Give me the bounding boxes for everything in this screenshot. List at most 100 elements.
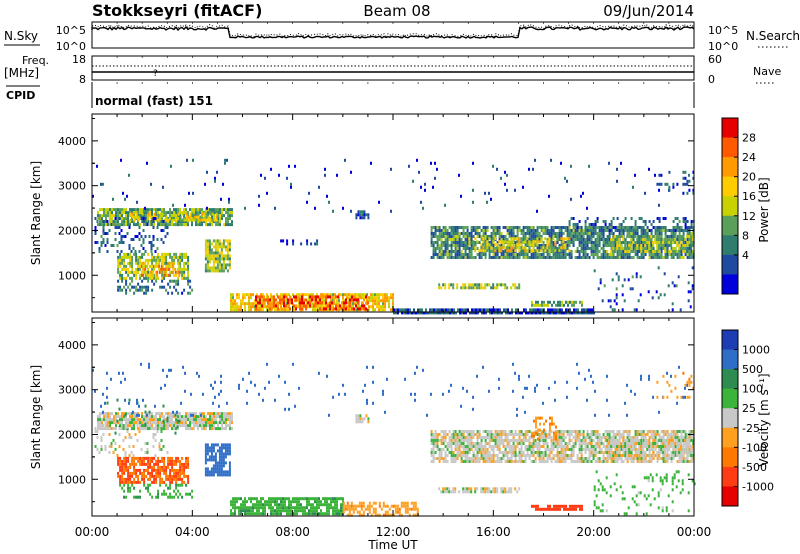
velocity-cell bbox=[109, 424, 111, 428]
power-cell bbox=[488, 241, 491, 244]
power-cell bbox=[634, 232, 637, 235]
velocity-cell bbox=[161, 468, 164, 472]
power-cell bbox=[319, 295, 321, 299]
power-cell bbox=[129, 261, 132, 265]
power-cell bbox=[684, 220, 687, 223]
power-cell bbox=[353, 298, 355, 302]
power-cell bbox=[117, 288, 120, 292]
power-cell bbox=[546, 243, 549, 247]
velocity-cell bbox=[123, 456, 126, 460]
power-cell bbox=[610, 256, 613, 259]
velocity-cell bbox=[99, 418, 101, 422]
power-cell bbox=[149, 270, 152, 274]
velocity-cell bbox=[175, 492, 178, 496]
power-cell bbox=[684, 223, 687, 226]
velocity-cell bbox=[169, 459, 172, 463]
power-cell bbox=[570, 229, 573, 232]
power-cell bbox=[361, 216, 364, 220]
power-cell bbox=[133, 285, 136, 289]
velocity-cell bbox=[298, 503, 300, 507]
velocity-cell bbox=[330, 497, 332, 501]
power-cell bbox=[686, 191, 689, 195]
velocity-cell bbox=[310, 509, 312, 513]
power-cell bbox=[288, 305, 290, 309]
velocity-cell bbox=[360, 504, 363, 508]
power-cell bbox=[105, 223, 107, 227]
velocity-cell bbox=[181, 477, 184, 481]
power-cell bbox=[470, 238, 473, 241]
power-cell bbox=[656, 229, 659, 232]
power-cell bbox=[590, 250, 593, 253]
velocity-cell bbox=[167, 456, 170, 460]
velocity-cell bbox=[169, 421, 171, 425]
power-cell bbox=[658, 220, 661, 223]
power-cell bbox=[150, 244, 153, 247]
power-cell bbox=[512, 240, 515, 244]
power-cell bbox=[502, 283, 505, 287]
velocity-cell bbox=[374, 510, 377, 514]
power-cell bbox=[586, 256, 589, 259]
power-cell bbox=[361, 213, 364, 217]
power-cell bbox=[215, 208, 217, 212]
power-cell bbox=[596, 244, 599, 247]
velocity-cell bbox=[124, 454, 127, 457]
velocity-cell bbox=[166, 416, 169, 420]
velocity-cell bbox=[380, 507, 383, 511]
power-cell bbox=[508, 249, 511, 253]
power-cell bbox=[668, 250, 671, 253]
velocity-cell bbox=[304, 512, 306, 516]
power-cell bbox=[634, 244, 637, 247]
velocity-cell bbox=[94, 445, 97, 448]
power-cell bbox=[494, 237, 497, 241]
power-cell bbox=[224, 158, 226, 162]
velocity-cell bbox=[131, 418, 133, 422]
velocity-cell bbox=[262, 497, 264, 501]
velocity-cell bbox=[147, 421, 149, 425]
velocity-cell bbox=[215, 427, 217, 431]
power-cell bbox=[570, 235, 573, 238]
power-cell bbox=[324, 167, 326, 171]
velocity-cell bbox=[348, 507, 351, 511]
power-cell bbox=[491, 311, 493, 315]
power-cell bbox=[610, 253, 613, 256]
velocity-cell bbox=[181, 468, 184, 472]
power-cell bbox=[119, 264, 122, 268]
velocity-cell bbox=[163, 456, 166, 460]
power-cell bbox=[466, 226, 469, 229]
power-cell bbox=[149, 264, 152, 268]
velocity-cell bbox=[169, 477, 172, 481]
power-cell bbox=[510, 249, 513, 253]
power-cell bbox=[152, 220, 155, 223]
power-cell bbox=[514, 249, 517, 253]
velocity-cell bbox=[123, 465, 126, 469]
power-cell bbox=[395, 311, 397, 315]
power-cell bbox=[438, 283, 441, 287]
power-cell bbox=[127, 285, 130, 289]
power-cell bbox=[492, 235, 495, 238]
power-cell bbox=[642, 238, 645, 241]
power-cell bbox=[476, 283, 479, 287]
power-cell bbox=[316, 239, 319, 243]
velocity-cell bbox=[121, 459, 124, 463]
velocity-cell bbox=[134, 433, 137, 436]
power-cell bbox=[472, 161, 474, 165]
power-cell bbox=[155, 258, 158, 262]
velocity-cell bbox=[167, 477, 170, 481]
power-cell bbox=[127, 211, 129, 215]
velocity-cell bbox=[133, 418, 135, 422]
power-cell bbox=[226, 242, 229, 246]
power-cell bbox=[119, 208, 121, 212]
power-cell bbox=[604, 220, 607, 223]
power-cell bbox=[220, 269, 223, 273]
power-cell bbox=[672, 238, 675, 241]
velocity-cell bbox=[152, 421, 155, 424]
power-cell bbox=[117, 214, 119, 218]
power-cell bbox=[352, 302, 354, 306]
power-cell bbox=[532, 167, 534, 171]
power-cell bbox=[244, 293, 246, 297]
velocity-cell bbox=[300, 497, 302, 501]
power-cell bbox=[622, 241, 625, 244]
power-cell bbox=[679, 308, 682, 312]
freq-right-tick-bottom: 0 bbox=[708, 73, 715, 86]
power-cell bbox=[578, 220, 581, 223]
